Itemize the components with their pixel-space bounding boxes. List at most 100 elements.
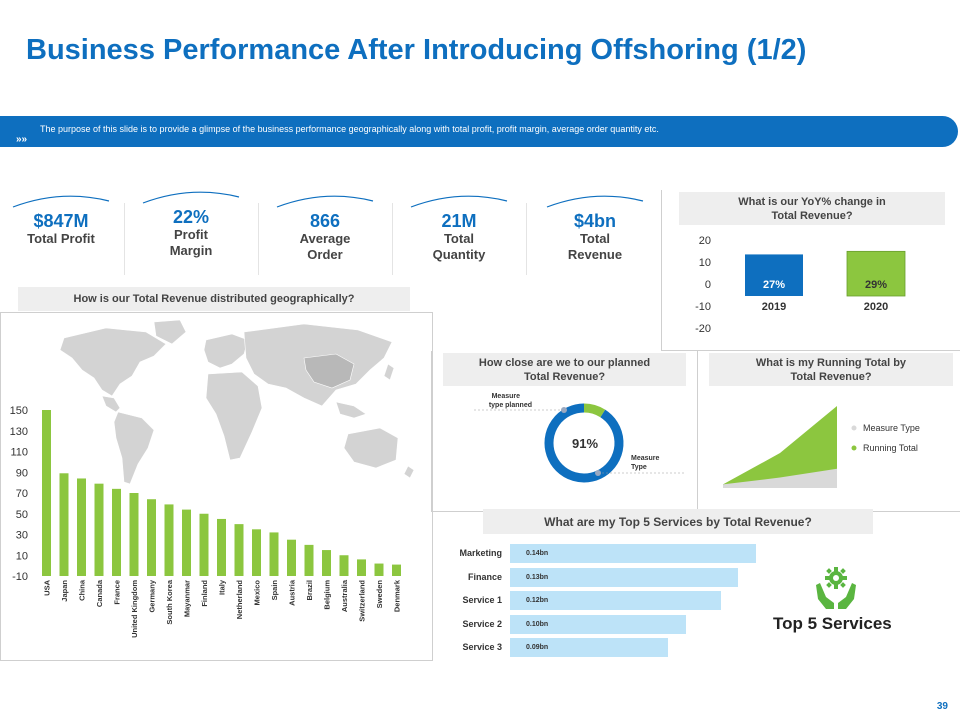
kpi-divider <box>392 203 393 275</box>
bar <box>322 550 331 576</box>
bar <box>59 473 69 576</box>
service-value-label: 0.12bn <box>526 597 549 604</box>
y-tick-label: -10 <box>695 301 711 313</box>
bar <box>147 499 156 576</box>
purpose-banner <box>0 116 958 147</box>
x-tick-label: Belgium <box>323 580 332 610</box>
map-highlight-china <box>303 353 355 389</box>
bar <box>374 563 384 576</box>
kpi-total-quantity: 21M Total Quantity <box>404 193 514 263</box>
y-tick-label: 30 <box>16 530 28 542</box>
bar <box>252 529 261 576</box>
bar <box>287 539 296 576</box>
map-japan <box>383 363 395 381</box>
donut-slice-planned <box>583 403 606 418</box>
bar <box>339 555 349 576</box>
service-label: Marketing <box>459 548 502 558</box>
x-tick-label: Mexico <box>253 580 262 606</box>
map-north-america <box>59 327 167 397</box>
map-south-america <box>113 411 155 485</box>
legend-marker <box>851 445 857 451</box>
kpi-label: Total <box>443 231 475 246</box>
bar <box>182 509 191 576</box>
legend-label: Running Total <box>863 443 918 453</box>
chevron-icon: »» <box>16 134 28 145</box>
geo-bar-chart: 150 130 110 90 70 50 30 10 -10 USA Japan China Canad… <box>10 405 402 638</box>
map-central-america <box>101 395 121 413</box>
kpi-value: 866 <box>309 211 341 231</box>
x-tick-label: France <box>113 580 122 605</box>
y-tick-label: 10 <box>699 257 711 269</box>
kpi-value: $847M <box>33 211 89 231</box>
bar <box>745 254 803 296</box>
bar <box>112 488 121 576</box>
area-measure-type <box>723 468 837 488</box>
bar <box>129 493 139 576</box>
map-greenland <box>153 319 187 345</box>
service-bar <box>510 591 721 610</box>
service-value-label: 0.09bn <box>526 644 549 651</box>
annotation-marker <box>595 470 601 476</box>
yoy-divider <box>661 190 662 350</box>
banner-text: The purpose of this slide is to provide … <box>40 124 659 134</box>
annotation-marker <box>561 407 567 413</box>
yoy-bar-chart: 20 10 0 -10 -20 27% 2019 29% 2020 <box>695 235 906 335</box>
service-label: Service 1 <box>462 595 502 605</box>
service-value-label: 0.10bn <box>526 620 549 628</box>
planned-header-line1: How close are we to our planned <box>478 356 651 369</box>
y-tick-label: 110 <box>10 447 28 459</box>
y-tick-label: 50 <box>16 509 28 521</box>
service-value-label: 0.14bn <box>526 550 549 557</box>
map-africa <box>205 371 263 461</box>
area-running-total <box>723 406 837 488</box>
x-tick-label: South Korea <box>165 579 174 624</box>
running-header-line1: What is my Running Total by <box>755 356 907 369</box>
yoy-bottom-border <box>661 350 960 351</box>
planned-chart-header: How close are we to our planned Total Re… <box>443 353 686 386</box>
x-tick-label: 2020 <box>864 301 888 313</box>
yoy-header-line1: What is our YoY% change in <box>738 195 886 208</box>
world-map <box>59 319 415 485</box>
donut-center-label: 91% <box>572 436 598 451</box>
service-value-label: 0.13bn <box>526 573 549 581</box>
kpi-value: 21M <box>441 211 477 231</box>
donut-annotation-planned: type planned <box>489 402 532 409</box>
map-europe <box>203 333 249 369</box>
services-bar-chart: Marketing 0.14bn Finance 0.13bn Service 1 0.1… <box>440 540 770 665</box>
x-tick-label: Japan <box>60 580 69 602</box>
bar <box>94 483 104 576</box>
donut-annotation-planned: Measure <box>492 393 521 400</box>
legend-label: Measure Type <box>863 423 920 433</box>
x-tick-label: Spain <box>270 580 279 601</box>
x-tick-label: Brazil <box>305 580 314 600</box>
arc-decoration-icon <box>546 195 644 208</box>
planned-donut-chart: 91% Measure type planned Measure Type <box>474 393 686 483</box>
x-tick-label: USA <box>43 579 52 595</box>
donut-annotation-type: Measure <box>631 455 660 462</box>
service-label: Service 3 <box>462 642 502 652</box>
arc-decoration-icon <box>276 195 374 208</box>
map-southeast-asia <box>335 401 367 419</box>
donut-annotation-type: Type <box>631 464 647 471</box>
kpi-label: Quantity <box>432 247 486 262</box>
kpi-total-revenue: $4bn Total Revenue <box>540 193 650 263</box>
planned-right-border <box>697 351 698 511</box>
y-tick-label: 150 <box>10 405 28 417</box>
arc-decoration-icon <box>410 195 508 208</box>
bar <box>357 559 366 576</box>
map-australia <box>343 427 399 469</box>
service-label: Service 2 <box>462 618 502 629</box>
x-tick-label: Denmark <box>393 579 402 612</box>
kpi-label: Revenue <box>567 247 623 262</box>
x-tick-label: Germany <box>148 579 157 612</box>
service-bar <box>510 638 669 657</box>
kpi-value: $4bn <box>573 211 616 231</box>
geo-chart-header: How is our Total Revenue distributed geo… <box>18 287 410 311</box>
x-tick-label: Sweden <box>375 580 384 609</box>
y-tick-label: 10 <box>16 550 28 562</box>
x-tick-label: 2019 <box>762 301 786 313</box>
geo-panel <box>0 312 433 661</box>
x-tick-label: China <box>78 579 87 601</box>
bar <box>217 518 226 576</box>
y-tick-label: 90 <box>16 467 28 479</box>
